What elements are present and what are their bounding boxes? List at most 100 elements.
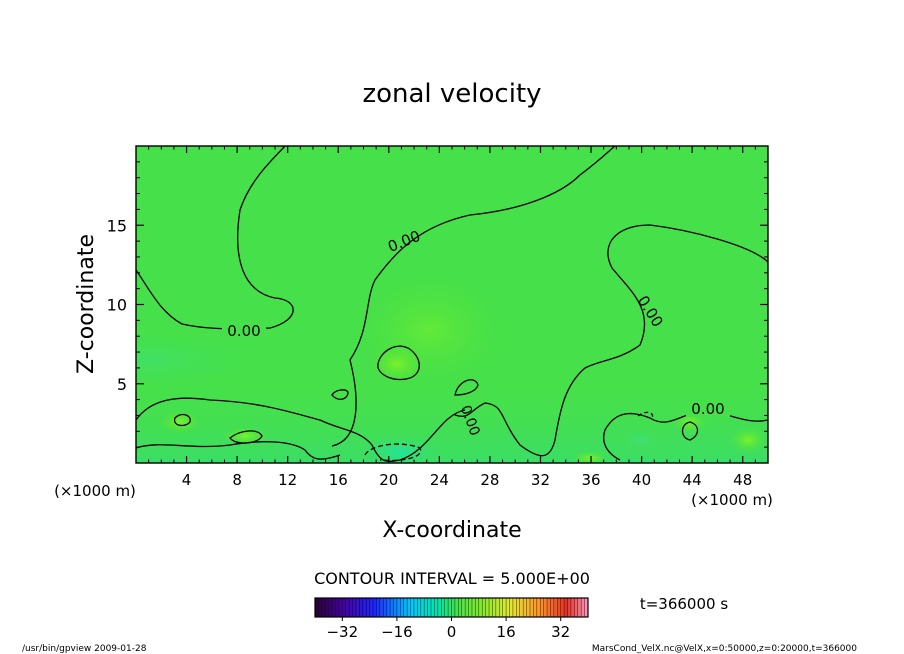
colorbar-cell [584,598,589,617]
colorbar-cell [526,598,531,617]
x-tick-label: 36 [581,471,600,489]
colorbar-cell [359,598,364,617]
colorbar-cell [376,598,381,617]
x-tick-label: 20 [379,471,398,489]
colorbar-cell [547,598,551,617]
colorbar-tick-label: −32 [326,623,358,641]
colorbar-cell [499,598,503,617]
x-tick-label: 24 [430,471,449,489]
colorbar-cell [519,598,524,617]
colorbar-cell [427,598,432,617]
y-axis: 5 10 15 [107,161,768,448]
x-tick-label: 48 [733,471,752,489]
x-tick-label: 40 [632,471,651,489]
colorbar-cell [338,598,343,617]
colorbar-cell [352,598,357,617]
colorbar-tick-label: −16 [381,623,413,641]
x-tick-label: 44 [683,471,702,489]
colorbar-cell [482,598,486,617]
colorbar-cell [478,598,483,617]
colorbar-cell [454,598,459,617]
colorbar-cell [437,598,442,617]
colorbar-cell [386,598,391,617]
colorbar-cell [349,598,353,617]
x-unit-right: (×1000 m) [691,491,773,509]
colorbar-cell [451,598,456,617]
colorbar-cell [420,598,425,617]
colorbar-cell [325,598,329,617]
colorbar-cell [379,598,384,617]
contour-label: 0.00 [227,322,260,340]
colorbar-cell [315,598,319,617]
colorbar-cell [424,598,428,617]
colorbar-cell [540,598,544,617]
colorbar-cell [390,598,394,617]
colorbar-cell [495,598,500,617]
colorbar-cell [465,598,469,617]
colorbar-cell [512,598,517,617]
colorbar-cell [444,598,449,617]
colorbar-cell [448,598,452,617]
colorbar-cell [577,598,582,617]
colorbar-cell [509,598,514,617]
colorbar-cell [523,598,527,617]
colorbar-cell [581,598,585,617]
colorbar-cell [560,598,565,617]
colorbar-cell [410,598,415,617]
colorbar-cell [570,598,575,617]
colorbar-cell [564,598,568,617]
colorbar-cell [533,598,538,617]
chart-title: zonal velocity [362,79,541,109]
colorbar-cell [489,598,493,617]
time-label: t=366000 s [640,595,728,613]
colorbar-cell [441,598,445,617]
x-tick-label: 32 [531,471,550,489]
colorbar-cell [431,598,435,617]
contour-lines [136,146,768,462]
colorbar-cell [543,598,548,617]
colorbar-cell [413,598,418,617]
colorbar-cell [396,598,401,617]
colorbar-cell [393,598,398,617]
colorbar-cell [567,598,572,617]
y-tick-label: 15 [107,216,127,235]
colorbar-cell [553,598,558,617]
footer-left: /usr/bin/gpview 2009-01-28 [22,644,147,654]
colorbar-cell [332,598,336,617]
colorbar-cell [400,598,405,617]
colorbar-cell [373,598,377,617]
colorbar-cell [485,598,490,617]
colorbar-cell [407,598,411,617]
colorbar-cell [383,598,387,617]
colorbar-cell [492,598,497,617]
x-tick-label: 28 [480,471,499,489]
colorbar-cell [502,598,507,617]
colorbar-cell [369,598,374,617]
x-tick-label: 8 [232,471,242,489]
colorbar-cell [475,598,480,617]
colorbar-cell [516,598,521,617]
colorbar-cell [362,598,367,617]
colorbar-cell [471,598,476,617]
footer-right: MarsCond_VelX.nc@VelX,x=0:50000,z=0:2000… [592,644,857,654]
colorbar-cell [550,598,555,617]
y-tick-label: 10 [107,296,127,315]
contour-label: 0.00 [691,400,724,418]
colorbar-cell [468,598,473,617]
x-unit-left: (×1000 m) [54,482,136,500]
colorbar-cell [417,598,422,617]
colorbar [315,598,589,617]
colorbar-cell [461,598,466,617]
colorbar-cell [557,598,561,617]
colorbar-cell [318,598,323,617]
colorbar-cell [321,598,326,617]
colorbar-cell [342,598,347,617]
y-axis-label: Z-coordinate [74,234,99,374]
colorbar-tick-label: 0 [447,623,457,641]
x-axis: 4 8 12 16 20 24 28 32 36 40 44 48 [148,146,756,489]
colorbar-cell [574,598,579,617]
colorbar-cell [434,598,439,617]
colorbar-cell [355,598,360,617]
colorbar-cell [345,598,350,617]
